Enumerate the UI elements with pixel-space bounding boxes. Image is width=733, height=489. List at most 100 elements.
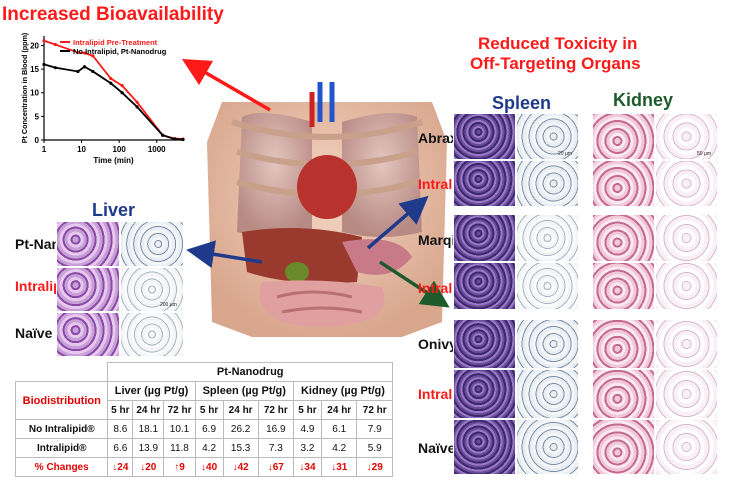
liver-row-naive: Naïve (15, 325, 53, 341)
series-point-1 (181, 137, 185, 142)
legend-label: Intralipid Pre-Treatment (73, 38, 158, 47)
series-point-0 (120, 84, 124, 88)
title-right-line1: Reduced Toxicity in (478, 34, 638, 53)
table-cell: 8.6 (107, 419, 134, 439)
table-time: 5 hr (194, 400, 224, 420)
y-tick-label: 10 (30, 89, 39, 98)
scale-kidney: 50 µm (697, 151, 711, 157)
series-point-1 (76, 69, 80, 74)
legend-label: No Intralipid, Pt-Nanodrug (73, 47, 167, 56)
series-point-1 (91, 69, 95, 74)
spleen-he-intralipid-2 (453, 262, 516, 310)
table-time: 72 hr (163, 400, 196, 420)
liver-he-intralipid (56, 267, 120, 312)
arrow-bioavailability (181, 58, 271, 112)
table-time: 24 hr (321, 400, 358, 420)
series-point-0 (42, 39, 46, 43)
pk-axes: 0 5 10 15 20 1 10 100 1000 Time (min) Pt Concentra… (20, 32, 183, 165)
table-cell: 6.9 (194, 419, 224, 439)
table-time: 5 hr (292, 400, 323, 420)
table-row-header: Biodistribution (14, 381, 109, 420)
table-times-row: 5 hr 24 hr 72 hr 5 hr 24 hr 72 hr 5 hr 2… (16, 400, 393, 420)
torso-illustration (207, 82, 447, 337)
table-organ-spleen: Spleen (µg Pt/g) (194, 381, 294, 401)
series-point-1 (82, 65, 87, 69)
y-axis-label: Pt Concentration in Blood (ppm) (20, 32, 29, 143)
table-cell: 6.1 (321, 419, 358, 439)
series-point-0 (82, 51, 87, 55)
pk-series (42, 39, 185, 142)
liver-ihc-ptnanodrug (120, 221, 184, 267)
kidney-ihc-intralipid-1 (655, 160, 718, 207)
series-point-0 (91, 54, 95, 58)
x-tick-label: 100 (112, 145, 126, 154)
liver-he-naive (56, 312, 120, 357)
table-cell: ↓24 (107, 457, 134, 477)
y-tick-label: 20 (30, 41, 39, 50)
table-row-label: Intralipid® (14, 438, 109, 458)
table-row: % Changes ↓24 ↓20 ↑9 ↓40 ↓42 ↓67 ↓34 ↓31… (14, 457, 393, 477)
series-point-1 (135, 105, 139, 109)
y-tick-label: 15 (30, 65, 39, 74)
spleen-he-onivyde (453, 319, 516, 369)
table-time: 24 hr (222, 400, 259, 420)
table-cell: 3.2 (292, 438, 323, 458)
table-cell: ↓20 (132, 457, 165, 477)
scale-liver: 200 µm (160, 302, 177, 308)
kidney-he-marqibo (592, 214, 655, 262)
table-cell: ↓34 (292, 457, 323, 477)
y-tick-label: 0 (35, 136, 40, 145)
spleen-ihc-onivyde (516, 319, 579, 369)
liver-ihc-naive (120, 312, 184, 357)
kidney-he-abraxane (592, 113, 655, 160)
spleen-ihc-intralipid-1 (516, 160, 579, 207)
table-cell: 5.9 (356, 438, 393, 458)
kidney-ihc-intralipid-2 (655, 262, 718, 310)
table-group-header: Pt-Nanodrug (107, 362, 393, 382)
table-cell: 26.2 (222, 419, 259, 439)
table-cell: 16.9 (257, 419, 294, 439)
series-point-0 (135, 100, 139, 104)
table-cell: 7.3 (257, 438, 294, 458)
table-time: 72 hr (257, 400, 294, 420)
kidney-he-intralipid-2 (592, 262, 655, 310)
kidney-he-naive (592, 419, 655, 475)
spleen-he-intralipid-3 (453, 369, 516, 419)
spleen-ihc-intralipid-2 (516, 262, 579, 310)
y-tick-label: 5 (35, 112, 40, 121)
right-row-naive: Naïve (418, 440, 456, 456)
liver-he-ptnanodrug (56, 221, 120, 267)
spleen-he-abraxane (453, 113, 516, 160)
series-point-0 (53, 42, 57, 47)
spleen-he-marqibo (453, 214, 516, 262)
spleen-ihc-naive (516, 419, 579, 475)
x-tick-label: 10 (77, 145, 86, 154)
x-axis-label: Time (min) (93, 156, 134, 165)
table-cell: 11.8 (163, 438, 196, 458)
series-point-1 (109, 81, 113, 85)
series-point-1 (120, 91, 124, 95)
table-cell: 18.1 (132, 419, 165, 439)
table-row: No Intralipid® 8.6 18.1 10.1 6.9 26.2 16… (14, 419, 393, 439)
arrow-kidney (379, 260, 450, 308)
kidney-he-intralipid-3 (592, 369, 655, 419)
spleen-he-naive (453, 419, 516, 475)
arrow-spleen (366, 195, 429, 250)
table-cell: 13.9 (132, 438, 165, 458)
liver-ihc-intralipid (120, 267, 184, 312)
spleen-ihc-intralipid-3 (516, 369, 579, 419)
spleen-ihc-abraxane (516, 113, 579, 160)
table-cell: 7.9 (356, 419, 393, 439)
table-cell: ↓67 (257, 457, 294, 477)
kidney-ihc-marqibo (655, 214, 718, 262)
table-cell: 6.6 (107, 438, 134, 458)
arrow-liver (186, 240, 263, 269)
liver-label: Liver (92, 200, 136, 220)
kidney-he-intralipid-1 (592, 160, 655, 207)
table-row: Intralipid® 6.6 13.9 11.8 4.2 15.3 7.3 3… (14, 438, 393, 458)
table-cell: ↓42 (222, 457, 259, 477)
title-right-line2: Off-Targeting Organs (470, 54, 641, 73)
series-point-0 (76, 50, 80, 55)
series-point-0 (109, 76, 113, 81)
